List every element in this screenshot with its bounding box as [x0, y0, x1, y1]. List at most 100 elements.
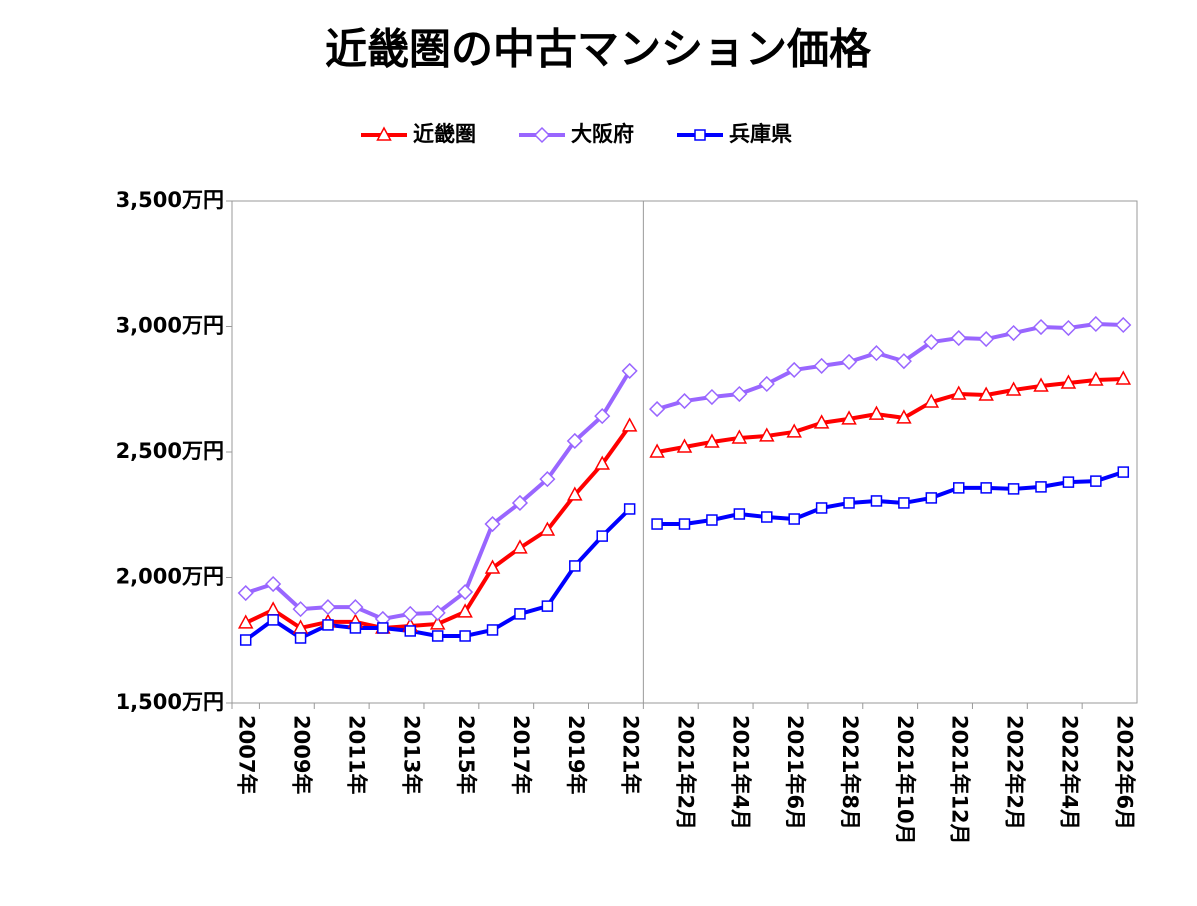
marker [457, 583, 474, 601]
marker [1115, 370, 1132, 385]
y-tick-label: 2,000万円 [116, 565, 224, 589]
marker [347, 599, 364, 616]
marker [237, 585, 254, 602]
marker [841, 410, 857, 425]
marker [676, 392, 693, 410]
marker [594, 455, 610, 470]
marker [596, 530, 608, 542]
marker [898, 497, 910, 509]
marker [294, 632, 307, 644]
marker [1007, 483, 1020, 495]
marker [1115, 316, 1132, 334]
series-line [656, 321, 1124, 411]
marker [843, 497, 855, 509]
marker [786, 423, 802, 438]
marker [533, 126, 551, 144]
marker [649, 401, 666, 418]
y-tick-label: 3,000万円 [116, 314, 224, 338]
marker [786, 361, 803, 378]
marker [840, 353, 858, 370]
series-line [657, 470, 1124, 527]
x-tick-label: 2021年4月 [728, 715, 752, 830]
marker [1033, 377, 1049, 392]
marker [377, 622, 389, 634]
chart-title: 近畿圏の中古マンション価格 [325, 25, 872, 74]
marker [1005, 324, 1022, 342]
marker [541, 600, 554, 612]
series-line [244, 424, 632, 630]
marker [322, 619, 334, 631]
x-tick-label: 2009年 [290, 715, 314, 794]
marker [539, 471, 556, 488]
marker [815, 502, 828, 514]
marker [265, 601, 281, 616]
legend-label: 近畿圏 [413, 122, 476, 146]
marker [649, 443, 665, 458]
x-tick-label: 2011年 [344, 715, 368, 794]
marker [239, 634, 252, 646]
marker [978, 386, 994, 401]
marker [651, 518, 663, 530]
x-tick-label: 2015年 [454, 715, 478, 794]
marker [896, 409, 912, 424]
marker [567, 486, 583, 501]
marker [761, 511, 773, 523]
marker [731, 429, 748, 444]
x-tick-label: 2021年8月 [838, 715, 862, 830]
y-tick-label: 3,500万円 [116, 188, 224, 212]
marker [484, 515, 501, 533]
marker [319, 599, 337, 616]
marker [376, 126, 392, 141]
marker [265, 575, 282, 593]
marker [813, 414, 830, 429]
marker [429, 604, 446, 621]
x-tick-label: 2007年 [235, 715, 259, 794]
marker [1005, 381, 1022, 396]
marker [925, 492, 938, 504]
x-tick-label: 2019年 [564, 715, 588, 794]
marker [1090, 475, 1102, 487]
marker [514, 608, 526, 620]
marker [950, 329, 967, 347]
marker [923, 334, 940, 351]
x-tick-label: 2017年 [509, 715, 533, 794]
x-tick-label: 2022年2月 [1003, 715, 1027, 830]
marker [788, 513, 800, 525]
marker [868, 405, 885, 420]
marker [539, 521, 556, 536]
marker [895, 353, 912, 370]
marker [457, 603, 473, 618]
marker [292, 601, 309, 618]
marker [733, 508, 746, 520]
marker [569, 560, 581, 572]
marker [706, 514, 718, 526]
marker [237, 614, 254, 629]
marker [429, 615, 446, 630]
marker [980, 482, 992, 494]
marker [1035, 481, 1047, 493]
x-tick-label: 2022年4月 [1057, 715, 1081, 830]
marker [870, 495, 883, 507]
marker [952, 482, 965, 494]
x-tick-label: 2013年 [399, 715, 423, 794]
marker [759, 427, 775, 442]
marker [1087, 315, 1104, 333]
marker [1062, 476, 1075, 488]
x-tick-label: 2021年2月 [674, 715, 698, 830]
marker [950, 385, 967, 400]
marker [594, 408, 611, 425]
x-tick-label: 2022年6月 [1112, 715, 1136, 830]
marker [402, 605, 419, 622]
marker [1060, 319, 1077, 337]
marker [678, 518, 691, 530]
marker [813, 357, 830, 374]
marker [676, 438, 693, 453]
marker [566, 432, 583, 450]
legend-label: 大阪府 [571, 122, 634, 146]
x-tick-label: 2021年 [619, 715, 643, 794]
marker [267, 614, 279, 626]
y-tick-label: 2,500万円 [116, 439, 224, 463]
marker [621, 417, 638, 432]
marker [923, 393, 940, 408]
